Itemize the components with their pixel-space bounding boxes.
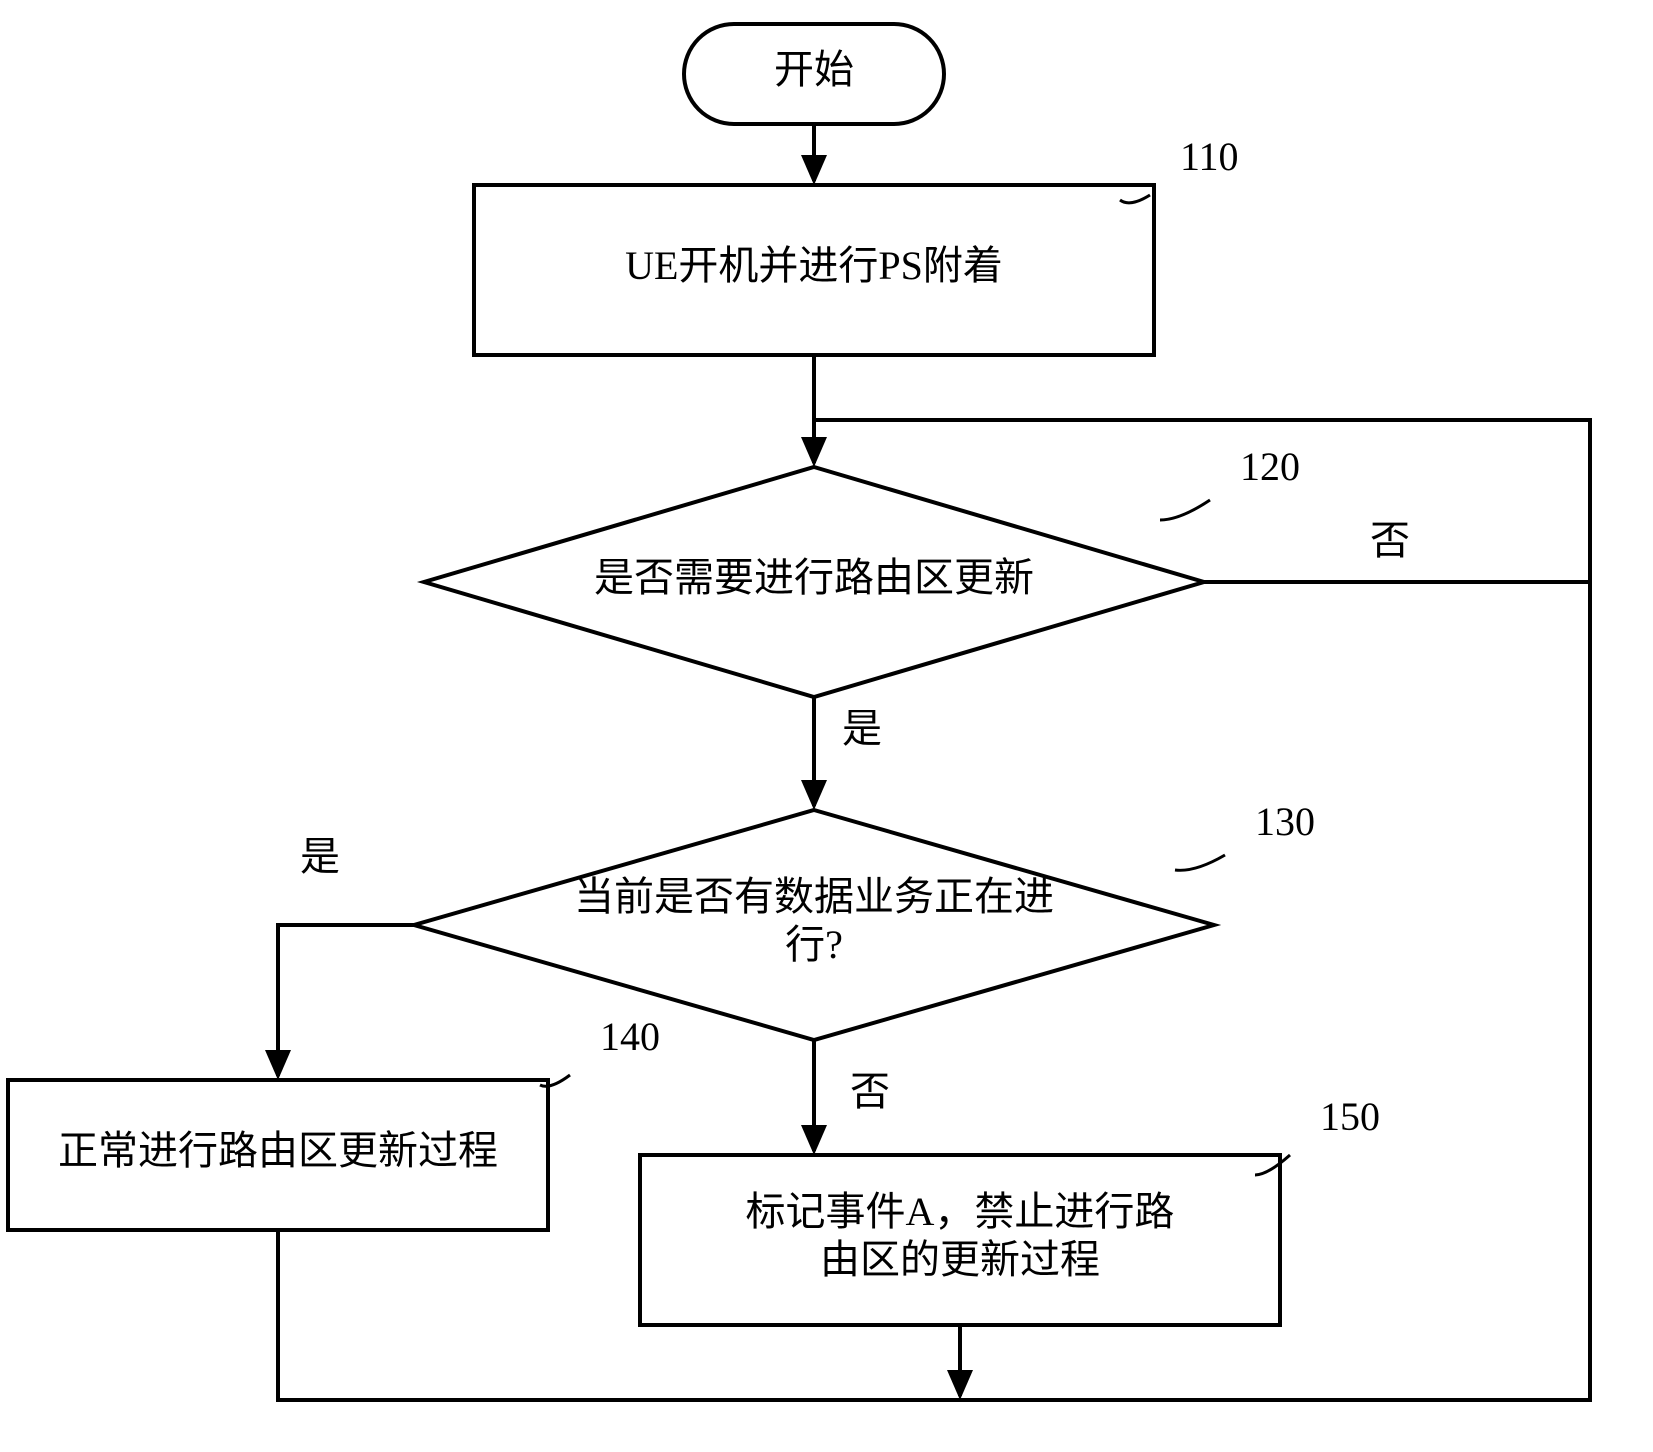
node-text-n140-0: 正常进行路由区更新过程 [58, 1128, 498, 1173]
arrowhead-7 [947, 1370, 973, 1400]
ref-n130: 130 [1255, 799, 1315, 844]
arrowhead-2 [801, 780, 827, 810]
node-text-n130-1: 行? [785, 922, 843, 967]
node-start: 开始 [684, 24, 944, 124]
ref-n150: 150 [1320, 1094, 1380, 1139]
node-text-n150-1: 由区的更新过程 [820, 1237, 1100, 1282]
node-n130: 当前是否有数据业务正在进行? [414, 810, 1214, 1040]
arrowhead-1 [801, 437, 827, 467]
node-text-start-0: 开始 [774, 47, 854, 92]
edge-4 [278, 925, 414, 1076]
node-text-n150-0: 标记事件A，禁止进行路 [746, 1189, 1175, 1234]
node-text-n130-0: 当前是否有数据业务正在进 [574, 874, 1054, 919]
node-n150: 标记事件A，禁止进行路由区的更新过程 [640, 1155, 1280, 1325]
edge-label-5: 否 [850, 1069, 890, 1114]
edge-label-2: 是 [842, 706, 882, 751]
node-n140: 正常进行路由区更新过程 [8, 1080, 548, 1230]
nodes-layer: 开始UE开机并进行PS附着是否需要进行路由区更新当前是否有数据业务正在进行?正常… [8, 24, 1280, 1325]
arrowhead-0 [801, 155, 827, 185]
node-text-n110-0: UE开机并进行PS附着 [625, 243, 1003, 288]
ref-n120: 120 [1240, 444, 1300, 489]
node-n120: 是否需要进行路由区更新 [424, 467, 1204, 697]
node-n110: UE开机并进行PS附着 [474, 185, 1154, 355]
edge-label-4: 是 [300, 834, 340, 879]
ref-n140: 140 [600, 1014, 660, 1059]
arrowhead-5 [801, 1125, 827, 1155]
ref-n110: 110 [1180, 134, 1239, 179]
flowchart: 开始UE开机并进行PS附着是否需要进行路由区更新当前是否有数据业务正在进行?正常… [0, 0, 1653, 1452]
leader-n120 [1160, 500, 1210, 520]
leader-n130 [1175, 855, 1225, 870]
arrowhead-4 [265, 1050, 291, 1080]
node-text-n120-0: 是否需要进行路由区更新 [594, 555, 1034, 600]
edge-label-3: 否 [1370, 518, 1410, 563]
